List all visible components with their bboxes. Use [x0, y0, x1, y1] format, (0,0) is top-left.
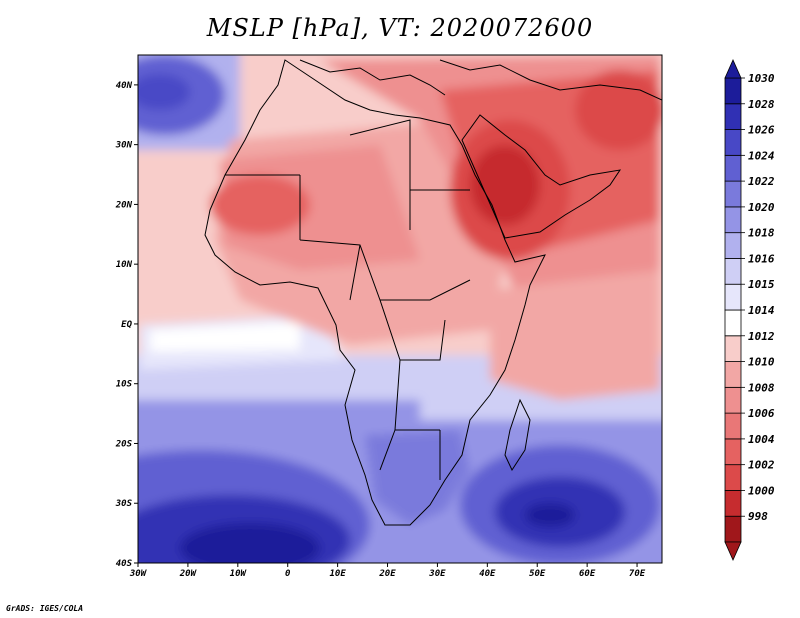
lat-tick-label: 20N	[115, 200, 133, 210]
colorbar-box-1026	[724, 129, 742, 156]
coastlines	[204, 59, 662, 526]
lon-tick-label: 10W	[230, 569, 248, 579]
lon-tick-label: 70E	[629, 569, 646, 579]
colorbar-label-1008: 1008	[748, 381, 775, 394]
colorbar-label-1016: 1016	[748, 252, 775, 265]
colorbar-box-1000	[724, 490, 742, 517]
colorbar-label-1006: 1006	[748, 407, 775, 420]
lon-tick-label: 0	[285, 569, 291, 579]
colorbar-box-1016	[724, 258, 742, 285]
pressure-field	[138, 55, 662, 563]
lat-tick-label: EQ	[121, 320, 132, 330]
lon-tick-label: 30W	[129, 569, 148, 579]
colorbar-max-arrow	[724, 59, 742, 79]
latitude-axis: 40S 30S 20S 10S EQ 10N 20N 30N 40N	[115, 81, 138, 569]
colorbar-label-1014: 1014	[748, 304, 775, 317]
lat-tick-label: 30N	[115, 141, 133, 151]
map-title: MSLP [hPa], VT: 2020072600	[206, 14, 594, 42]
plot-frame	[137, 54, 663, 564]
colorbar-box-1030	[724, 77, 742, 105]
colorbar-label-1030: 1030	[748, 72, 775, 85]
colorbar-box-1012	[724, 335, 742, 362]
lon-tick-label: 30E	[428, 569, 446, 579]
colorbar-label-998: 998	[748, 510, 768, 523]
colorbar-label-1028: 1028	[748, 98, 775, 111]
grads-credit: GrADS: IGES/COLA	[6, 604, 84, 613]
colorbar-label-1024: 1024	[748, 149, 775, 162]
lon-tick-label: 20W	[179, 569, 198, 579]
colorbar-label-1010: 1010	[748, 356, 775, 369]
colorbar-box-1008	[724, 386, 742, 414]
colorbar-label-1022: 1022	[748, 175, 775, 188]
colorbar-label-1000: 1000	[748, 484, 775, 497]
colorbar-label-1026: 1026	[748, 124, 775, 137]
colorbar-box-1022	[724, 180, 742, 208]
lon-tick-label: 50E	[529, 569, 546, 579]
colorbar-box-998	[724, 515, 742, 543]
colorbar-box-1020	[724, 206, 742, 234]
lat-tick-label: 40S	[116, 559, 133, 569]
colorbar-box-1006	[724, 412, 742, 440]
colorbar-label-1020: 1020	[748, 201, 775, 214]
colorbar-box-1002	[724, 464, 742, 491]
colorbar-label-1018: 1018	[748, 227, 775, 240]
colorbar-label-1012: 1012	[748, 330, 775, 343]
colorbar-box-1004	[724, 438, 742, 466]
lat-tick-label: 10S	[116, 380, 133, 390]
lon-tick-label: 20E	[378, 569, 396, 579]
lon-tick-label: 40E	[479, 569, 496, 579]
colorbar-label-1002: 1002	[748, 459, 775, 472]
lon-tick-label: 60E	[579, 569, 596, 579]
colorbar-box-1015	[724, 283, 742, 311]
colorbar-box-1024	[724, 154, 742, 182]
longitude-axis: 30W 20W 10W 0 10E 20E 30E 40E 50E 60E 70E	[129, 563, 646, 579]
lat-tick-label: 40N	[116, 81, 133, 91]
colorbar: 998 1000 1002 1004 1006 1008 1010 1012 1014 1015 1…	[724, 59, 775, 561]
colorbar-box-1010	[724, 361, 742, 388]
colorbar-label-1015: 1015	[748, 278, 775, 291]
colorbar-min-arrow	[724, 541, 742, 561]
lat-tick-label: 20S	[115, 439, 133, 449]
colorbar-label-1004: 1004	[748, 433, 775, 446]
colorbar-box-1028	[724, 103, 742, 130]
lat-tick-label: 10N	[116, 260, 133, 270]
lon-tick-label: 10E	[329, 569, 346, 579]
colorbar-box-1014	[724, 309, 742, 337]
lat-tick-label: 30S	[115, 499, 133, 509]
colorbar-box-1018	[724, 232, 742, 259]
